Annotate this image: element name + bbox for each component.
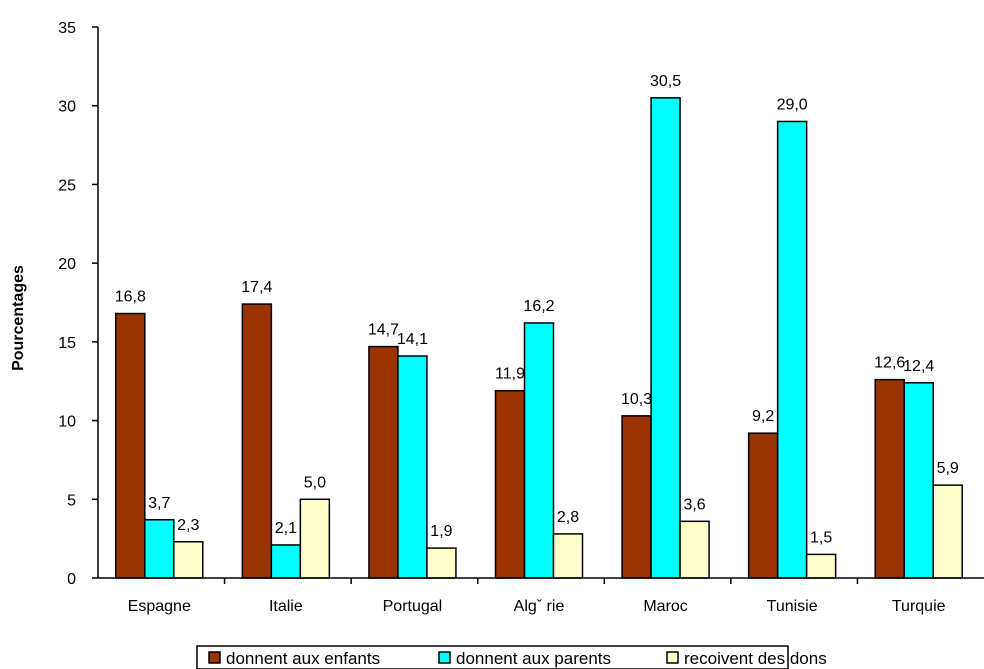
legend-swatch <box>208 651 221 664</box>
bar <box>144 519 175 579</box>
bar <box>523 322 555 579</box>
x-category-label: Turquie <box>892 598 946 615</box>
y-axis-label: Pourcentages <box>10 265 27 371</box>
y-tick-label: 15 <box>58 335 76 352</box>
x-category-label: Italie <box>269 598 303 615</box>
y-axis-ticks: 0 5 10 15 20 25 30 35 <box>58 20 98 588</box>
bar <box>368 345 399 579</box>
bar <box>747 432 779 579</box>
x-category-label: Tunisie <box>767 598 818 615</box>
bar <box>552 533 584 579</box>
y-tick-label: 5 <box>67 492 76 509</box>
bars <box>115 97 963 579</box>
data-label: 9,2 <box>752 408 774 425</box>
legend-box <box>196 645 789 669</box>
legend-swatch <box>438 651 451 664</box>
x-category-label: Portugal <box>383 598 443 615</box>
legend-label: donnent aux parents <box>456 649 611 668</box>
data-label: 2,8 <box>557 509 579 526</box>
data-label: 1,9 <box>430 523 452 540</box>
data-label: 3,6 <box>683 496 705 513</box>
data-label: 16,8 <box>115 289 146 306</box>
bar <box>270 544 302 579</box>
data-label: 1,5 <box>810 529 832 546</box>
bar <box>494 389 526 579</box>
legend: donnent aux enfants donnent aux parents re… <box>196 645 827 669</box>
y-tick-label: 0 <box>67 571 76 588</box>
data-label: 14,7 <box>368 322 399 339</box>
data-label: 2,3 <box>177 517 199 534</box>
bar <box>650 97 681 579</box>
legend-label: donnent aux enfants <box>226 649 380 668</box>
bar <box>932 484 963 579</box>
bar <box>241 303 273 579</box>
data-label: 14,1 <box>397 331 428 348</box>
y-tick-label: 30 <box>58 99 76 116</box>
bar <box>874 378 905 579</box>
bar <box>426 547 457 579</box>
data-label: 16,2 <box>523 298 554 315</box>
data-label: 2,1 <box>275 520 297 537</box>
data-label: 30,5 <box>650 73 681 90</box>
data-label: 5,9 <box>937 460 959 477</box>
x-axis-categories: Espagne Italie Portugal Algˇ rie Maroc Tunisi… <box>128 578 946 615</box>
bar <box>115 312 146 579</box>
data-label: 11,9 <box>495 366 525 383</box>
bar <box>173 541 204 579</box>
y-tick-label: 10 <box>58 414 76 431</box>
y-tick-label: 35 <box>58 20 76 37</box>
y-tick-label: 25 <box>58 177 76 194</box>
data-labels: 16,8 3,7 2,3 17,4 2,1 5,0 14,714,1 1,9 11,9 16,2 2… <box>115 73 959 547</box>
bar <box>776 120 808 579</box>
legend-swatch <box>666 651 679 664</box>
bar <box>397 355 428 579</box>
data-label: 17,4 <box>241 279 272 296</box>
bar <box>299 498 331 579</box>
bar <box>805 553 837 579</box>
data-label: 10,3 <box>621 391 652 408</box>
bar <box>679 520 710 579</box>
data-label: 29,0 <box>777 96 808 113</box>
legend-label: recoivent des dons <box>684 649 827 668</box>
data-label: 12,4 <box>903 358 934 375</box>
x-category-label: Espagne <box>128 598 191 615</box>
x-category-label: Maroc <box>643 598 687 615</box>
bar <box>621 415 652 579</box>
bar <box>903 382 934 579</box>
y-tick-label: 20 <box>58 256 76 273</box>
data-label: 12,6 <box>874 355 905 372</box>
x-category-label: Algˇ rie <box>514 598 565 615</box>
data-label: 3,7 <box>148 495 170 512</box>
data-label: 5,0 <box>304 474 326 491</box>
